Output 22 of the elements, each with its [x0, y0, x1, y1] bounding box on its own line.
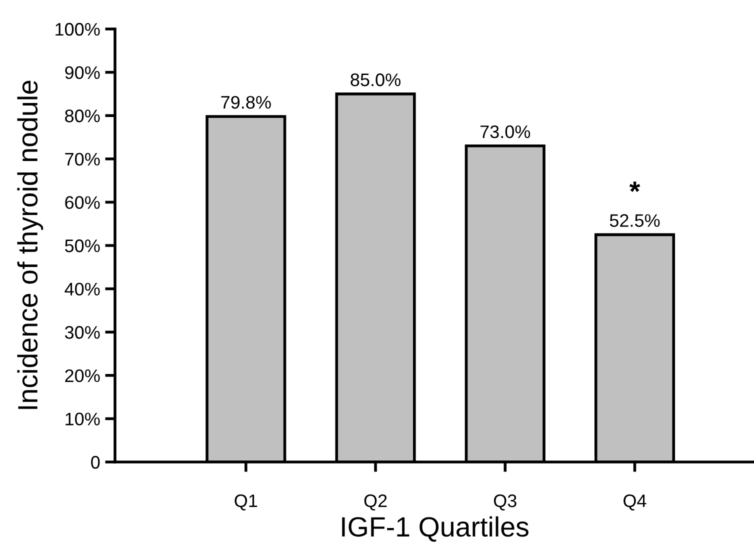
x-tick-label: Q2 [364, 494, 387, 510]
y-axis-title: Incidence of thyroid nodule [17, 80, 44, 409]
x-tick-label: Q4 [624, 494, 646, 510]
data-label: 79.8% [221, 96, 271, 109]
y-tick-label: 50% [65, 239, 100, 252]
x-tick-label: Q1 [234, 494, 258, 510]
y-tick-label: 90% [65, 66, 100, 80]
y-tick-label: 40% [64, 282, 100, 296]
y-tick-label: 100% [56, 22, 100, 36]
data-label: 52.5% [610, 214, 660, 227]
y-tick-label: 20% [65, 369, 100, 382]
y-tick-label: 0 [91, 456, 100, 469]
y-tick-label: 30% [64, 326, 100, 339]
y-tick-label: 80% [65, 110, 100, 122]
y-tick-label: 60% [65, 196, 100, 209]
x-axis-title: IGF-1 Quartiles [342, 516, 528, 542]
annotation: * [629, 182, 640, 192]
data-label: 85.0% [350, 73, 400, 86]
data-label: 73.0% [480, 125, 530, 138]
y-tick-label: 10% [66, 412, 100, 426]
y-tick-label: 70% [65, 152, 100, 166]
x-tick-label: Q3 [494, 494, 516, 510]
